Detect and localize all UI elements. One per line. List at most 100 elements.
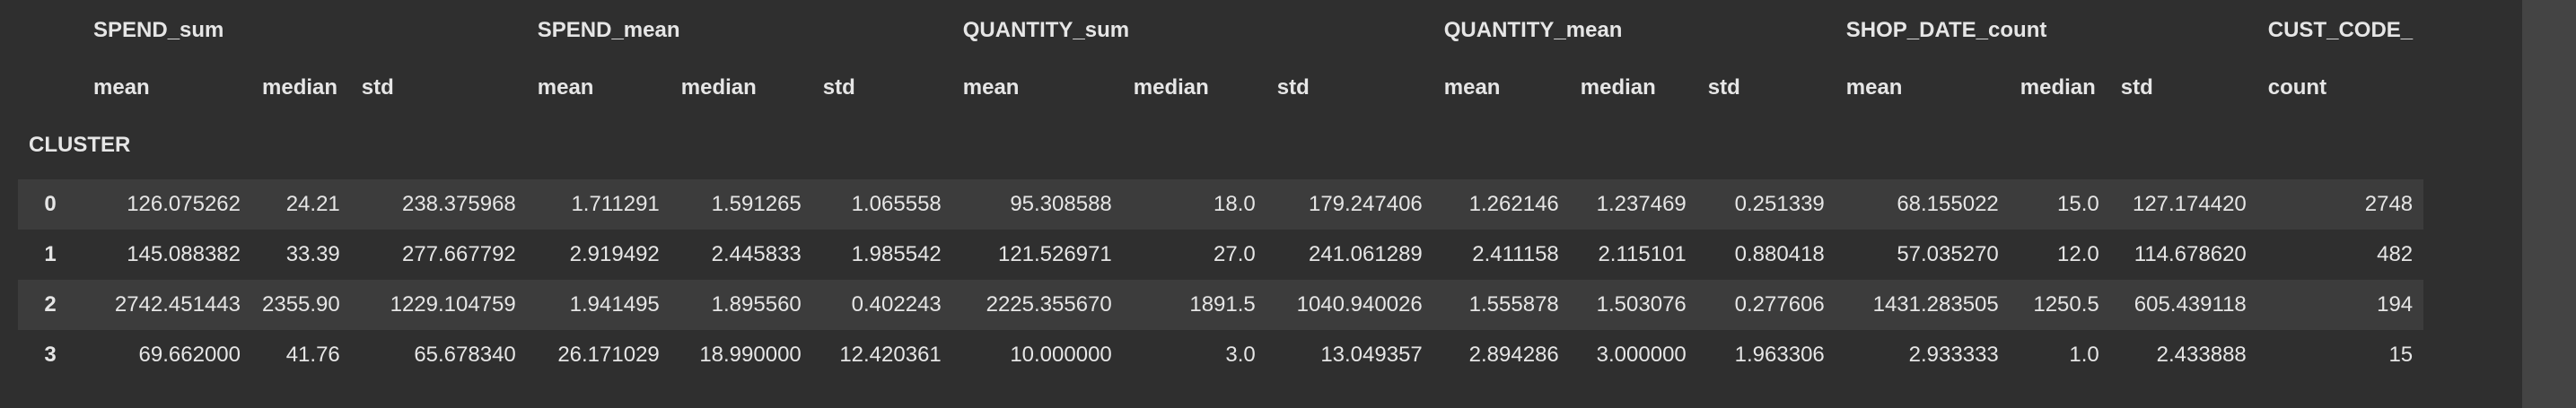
table-cell: 13.049357 [1320,343,1423,367]
table-cell: 65.678340 [414,343,516,367]
table-cell: 1.591265 [711,192,802,216]
table-cell: 605.439118 [2134,292,2247,317]
table-cell: 277.667792 [401,242,516,266]
table-cell: 27.0 [1214,242,1256,266]
column-group-header: SPEND_sum [93,18,224,42]
table-cell: 1229.104759 [390,292,516,317]
table-cell: 68.155022 [1897,192,1999,216]
table-cell: 482 [2377,242,2414,266]
stat-header: count [2267,75,2327,100]
column-group-header: SPEND_mean [537,18,680,42]
table-row: 3 69.662000 41.76 65.678340 26.171029 18… [18,330,2424,380]
table-cell: 18.990000 [699,343,802,367]
table-cell: 1.555878 [1468,292,1559,317]
table-cell: 2.919492 [569,242,660,266]
table-cell: 24.21 [285,192,340,216]
index-corner [18,0,83,59]
table-cell: 2.411158 [1472,242,1559,266]
table-cell: 1.0 [2069,343,2099,367]
table-row: 2 2742.451443 2355.90 1229.104759 1.9414… [18,280,2424,330]
table-cell: 121.526971 [997,242,1112,266]
table-cell: 1891.5 [1189,292,1256,317]
stat-header: median [680,75,757,100]
table-cell: 33.39 [285,242,340,266]
column-group-header: CUST_CODE_ [2267,18,2414,42]
stat-header: std [822,75,855,100]
table-cell: 194 [2377,292,2414,317]
table-cell: 1.065558 [851,192,942,216]
table-cell: 1.895560 [711,292,802,317]
table-cell: 1.711291 [571,192,660,216]
stat-header: std [2120,75,2153,100]
table-cell: 0.880418 [1734,242,1825,266]
index-name-row: CLUSTER [18,117,2423,174]
column-group-header: QUANTITY_mean [1443,18,1623,42]
table-cell: 145.088382 [127,242,241,266]
table-cell: 1.941495 [569,292,660,317]
table-cell: 2.445833 [711,242,802,266]
table-cell: 1.985542 [851,242,942,266]
table-cell: 2225.355670 [986,292,1112,317]
table-cell: 1.503076 [1596,292,1687,317]
table-cell: 2355.90 [262,292,340,317]
table-cell: 1.963306 [1734,343,1825,367]
scrollbar-track[interactable] [2522,0,2576,408]
table-cell: 18.0 [1214,192,1256,216]
stat-header: mean [962,75,1020,100]
table-cell: 69.662000 [138,343,241,367]
table-cell: 126.075262 [127,192,241,216]
table-cell: 12.420361 [839,343,942,367]
column-group-header: QUANTITY_sum [962,18,1130,42]
table-row: 0 126.075262 24.21 238.375968 1.711291 1… [18,179,2424,230]
table-cell: 3.000000 [1596,343,1687,367]
stat-header: std [1707,75,1740,100]
table-cell: 1040.940026 [1296,292,1423,317]
table-cell: 41.76 [285,343,340,367]
table-cell: 15.0 [2057,192,2099,216]
table-cell: 15 [2388,343,2414,367]
column-group-header: SHOP_DATE_count [1845,18,2047,42]
table-cell: 2.433888 [2156,343,2247,367]
row-index: 2 [44,292,57,317]
stat-header: mean [93,75,150,100]
stat-header: mean [537,75,594,100]
table-cell: 179.247406 [1308,192,1423,216]
row-index: 3 [44,343,57,367]
table-cell: 114.678620 [2134,242,2247,266]
table-cell: 2.894286 [1468,343,1559,367]
stat-header: median [1133,75,1209,100]
stat-header: median [262,75,338,100]
stat-header: std [1276,75,1310,100]
stat-header: mean [1443,75,1501,100]
stat-header: mean [1845,75,1903,100]
table-cell: 0.277606 [1734,292,1825,317]
table-cell: 3.0 [1225,343,1256,367]
table-cell: 10.000000 [1010,343,1112,367]
dataframe-table: SPEND_sum SPEND_mean QUANTITY_sum QUANTI… [18,0,2424,380]
table-cell: 1431.283505 [1872,292,1999,317]
table-cell: 0.402243 [851,292,942,317]
table-cell: 2.933333 [1908,343,1999,367]
table-cell: 1.237469 [1596,192,1687,216]
table-cell: 1250.5 [2033,292,2099,317]
table-cell: 241.061289 [1308,242,1423,266]
table-cell: 127.174420 [2132,192,2247,216]
table-cell: 238.375968 [401,192,516,216]
stat-header: median [2020,75,2096,100]
table-cell: 2742.451443 [114,292,241,317]
column-header-row-level1: mean median std mean median std mean med… [18,59,2423,117]
table-cell: 12.0 [2057,242,2099,266]
row-index: 0 [44,192,57,216]
stat-header: std [361,75,394,100]
index-name-header: CLUSTER [29,133,131,157]
table-cell: 0.251339 [1734,192,1825,216]
table-cell: 57.035270 [1897,242,1999,266]
table-cell: 1.262146 [1468,192,1559,216]
stat-header: median [1580,75,1656,100]
table-cell: 2.115101 [1598,242,1687,266]
index-name-filler [251,117,2423,174]
table-cell: 2748 [2364,192,2414,216]
row-index: 1 [44,242,57,266]
column-header-row-level0: SPEND_sum SPEND_mean QUANTITY_sum QUANTI… [18,0,2423,59]
